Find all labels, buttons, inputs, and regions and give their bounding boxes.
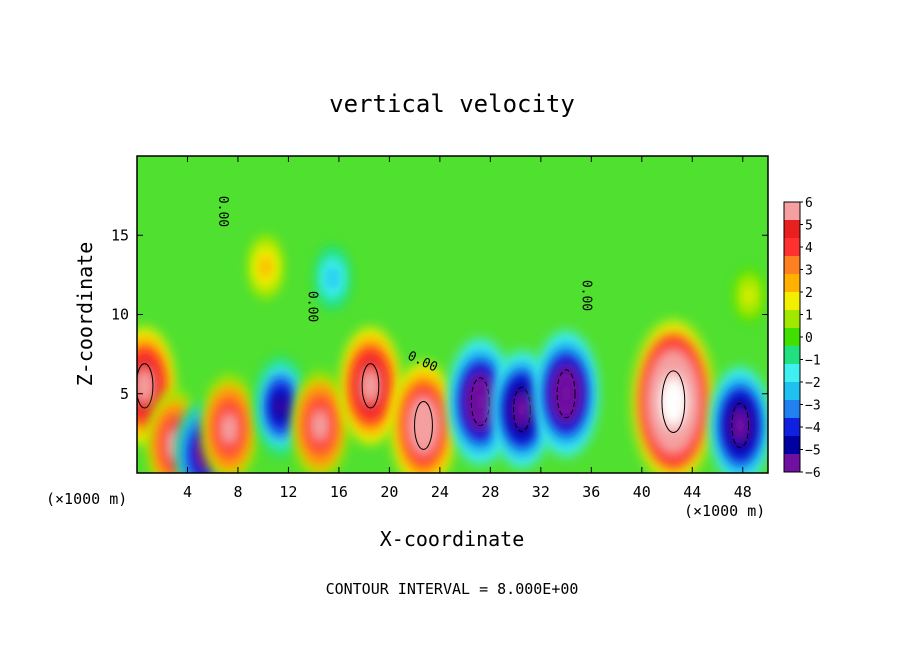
x-tick-label: 16 <box>330 483 348 501</box>
colorbar-swatch <box>784 292 800 311</box>
x-axis-ticks: 4 8 12 16 20 24 28 32 36 40 44 48 <box>183 156 752 501</box>
x-tick-label: 8 <box>233 483 242 501</box>
updraft-cell <box>632 320 715 473</box>
contour-line <box>470 377 490 427</box>
colorbar <box>783 201 801 473</box>
x-tick-label: 4 <box>183 483 192 501</box>
updraft-cell <box>340 327 401 445</box>
x-tick-label: 32 <box>532 483 550 501</box>
feature-layer <box>666 388 681 416</box>
colorbar-tick-label: −2 <box>805 376 821 391</box>
colorbar-swatch <box>784 202 800 221</box>
feature-layer <box>418 414 429 436</box>
colorbar-swatch <box>784 256 800 275</box>
colorbar-tick-label: −5 <box>805 444 821 459</box>
contour-line <box>513 386 531 433</box>
updraft-cell <box>391 362 456 473</box>
y-axis-ticks: 5 10 15 <box>111 226 768 403</box>
x-tick-label: 24 <box>431 483 449 501</box>
chart-title: vertical velocity <box>329 90 575 118</box>
y-axis-label: Z-coordinate <box>73 242 97 387</box>
x-unit-right: (×1000 m) <box>684 502 765 520</box>
colorbar-tick-label: −6 <box>805 466 821 481</box>
feature-layer <box>560 383 572 405</box>
x-tick-label: 12 <box>279 483 297 501</box>
colorbar-tick-label: −3 <box>805 399 821 414</box>
x-unit-left: (×1000 m) <box>46 490 127 508</box>
x-tick-label: 28 <box>481 483 499 501</box>
feature-layer <box>315 416 325 435</box>
colorbar-tick-label: 4 <box>805 241 813 256</box>
contour-label: 0.00 <box>215 196 230 227</box>
contour-label: 0.00 <box>305 291 320 322</box>
x-tick-label: 44 <box>683 483 701 501</box>
x-tick-label: 48 <box>734 483 752 501</box>
feature-layer <box>516 399 527 420</box>
contour-interval-footer: CONTOUR INTERVAL = 8.000E+00 <box>326 580 579 598</box>
colorbar-tick-label: 5 <box>805 219 813 234</box>
colorbar-tick-label: 1 <box>805 309 813 324</box>
velocity-features <box>137 235 768 473</box>
colorbar-swatch <box>784 436 800 455</box>
colorbar-tick-label: 0 <box>805 331 813 346</box>
feature-layer <box>746 290 752 300</box>
x-tick-label: 36 <box>582 483 600 501</box>
colorbar-swatch <box>784 418 800 437</box>
updraft-cell <box>201 374 257 473</box>
colorbar-ticks: 6 5 4 3 2 1 0 −1 −2 −3 −4 −5 −6 <box>800 196 821 481</box>
updraft-cell <box>249 235 283 299</box>
downdraft-cell <box>534 330 599 457</box>
contour-line <box>731 402 750 449</box>
updraft-cell <box>292 371 348 473</box>
contour-line <box>661 370 686 433</box>
colorbar-swatch <box>784 220 800 239</box>
x-tick-label: 40 <box>633 483 651 501</box>
contour-label: 0.00 <box>578 280 593 311</box>
contour-line <box>556 369 576 419</box>
feature-layer <box>276 398 286 415</box>
colorbar-swatch <box>784 400 800 419</box>
feature-layer <box>365 376 376 396</box>
colorbar-swatch <box>784 310 800 329</box>
contour-line <box>137 363 154 409</box>
feature-layer <box>262 261 269 273</box>
colorbar-swatch <box>784 328 800 347</box>
x-tick-label: 20 <box>380 483 398 501</box>
feature-layer <box>735 415 746 436</box>
x-axis-label: X-coordinate <box>380 527 525 551</box>
updraft-cell <box>734 268 764 323</box>
colorbar-tick-label: 2 <box>805 286 813 301</box>
colorbar-swatch <box>784 382 800 401</box>
colorbar-tick-label: 6 <box>805 196 813 211</box>
downdraft-cell <box>710 366 768 473</box>
contour-line <box>361 363 380 409</box>
colorbar-swatch <box>784 274 800 293</box>
colorbar-swatch <box>784 346 800 365</box>
y-tick-label: 5 <box>120 385 129 403</box>
feature-layer <box>329 272 336 284</box>
colorbar-swatch <box>784 364 800 383</box>
feature-layer <box>474 391 486 413</box>
feature-layer <box>224 419 234 438</box>
y-tick-label: 15 <box>111 226 129 244</box>
colorbar-tick-label: 3 <box>805 264 813 279</box>
y-tick-label: 10 <box>111 306 129 324</box>
colorbar-swatch <box>784 454 800 473</box>
colorbar-tick-label: −1 <box>805 354 821 369</box>
contour-line <box>414 401 433 450</box>
colorbar-swatch <box>784 238 800 257</box>
feature-layer <box>139 376 150 396</box>
colorbar-tick-label: −4 <box>805 421 821 436</box>
downdraft-cell <box>316 246 350 310</box>
